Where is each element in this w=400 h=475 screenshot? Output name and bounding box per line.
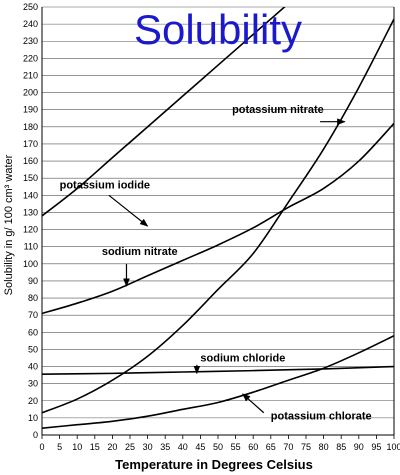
chart-title: Solubility (134, 6, 302, 53)
x-tick-label: 20 (107, 442, 117, 452)
series-line-sodium-nitrate (42, 122, 394, 315)
x-tick-label: 65 (266, 442, 276, 452)
y-tick-label: 0 (33, 430, 38, 440)
x-tick-label: 15 (90, 442, 100, 452)
series-line-potassium-iodide (42, 7, 286, 217)
y-axis-label: Solubility in g/ 100 cm³ water (3, 154, 15, 295)
x-tick-label: 35 (160, 442, 170, 452)
y-tick-label: 190 (23, 105, 38, 115)
y-tick-label: 120 (23, 225, 38, 235)
x-tick-label: 100 (386, 442, 400, 452)
y-tick-label: 100 (23, 259, 38, 269)
x-tick-label: 5 (57, 442, 62, 452)
x-tick-label: 30 (143, 442, 153, 452)
y-tick-label: 210 (23, 70, 38, 80)
axes: 0102030405060708090100110120130140150160… (23, 2, 400, 452)
y-tick-label: 230 (23, 36, 38, 46)
x-tick-label: 95 (371, 442, 381, 452)
annotations: potassium iodide potassium nitrate sodium … (60, 104, 372, 422)
y-tick-label: 140 (23, 190, 38, 200)
y-tick-label: 150 (23, 173, 38, 183)
y-tick-label: 90 (28, 276, 38, 286)
y-tick-label: 30 (28, 379, 38, 389)
annotation-sodium-chloride: sodium chloride (200, 352, 285, 364)
x-axis-label: Temperature in Degrees Celsius (115, 457, 313, 472)
x-tick-label: 25 (125, 442, 135, 452)
y-tick-label: 180 (23, 122, 38, 132)
y-tick-label: 70 (28, 310, 38, 320)
y-tick-label: 40 (28, 362, 38, 372)
x-tick-label: 80 (319, 442, 329, 452)
y-tick-label: 220 (23, 53, 38, 63)
annotation-potassium-iodide: potassium iodide (60, 179, 150, 191)
annotation-sodium-nitrate: sodium nitrate (102, 246, 178, 258)
annotation-arrow (242, 393, 265, 414)
x-tick-label: 50 (213, 442, 223, 452)
annotation-potassium-nitrate: potassium nitrate (232, 104, 324, 116)
x-tick-label: 75 (301, 442, 311, 452)
x-tick-label: 70 (283, 442, 293, 452)
y-tick-label: 160 (23, 156, 38, 166)
y-tick-label: 240 (23, 19, 38, 29)
grid-lines (42, 6, 394, 436)
series-line-sodium-chloride (42, 365, 394, 376)
y-tick-label: 170 (23, 139, 38, 149)
x-tick-label: 0 (39, 442, 44, 452)
x-tick-label: 40 (178, 442, 188, 452)
y-tick-label: 80 (28, 293, 38, 303)
y-tick-label: 200 (23, 88, 38, 98)
series-line-potassium-chlorate (42, 334, 394, 429)
y-tick-label: 10 (28, 413, 38, 423)
y-tick-label: 250 (23, 2, 38, 12)
x-tick-label: 60 (248, 442, 258, 452)
x-tick-label: 85 (336, 442, 346, 452)
x-tick-label: 90 (354, 442, 364, 452)
y-tick-label: 130 (23, 207, 38, 217)
y-tick-label: 60 (28, 327, 38, 337)
annotation-arrow (108, 194, 149, 227)
y-tick-label: 50 (28, 344, 38, 354)
x-tick-label: 10 (72, 442, 82, 452)
x-tick-label: 55 (231, 442, 241, 452)
x-tick-label: 45 (195, 442, 205, 452)
annotation-potassium-chlorate: potassium chlorate (271, 411, 372, 423)
y-tick-label: 110 (24, 242, 38, 252)
y-tick-label: 20 (28, 396, 38, 406)
